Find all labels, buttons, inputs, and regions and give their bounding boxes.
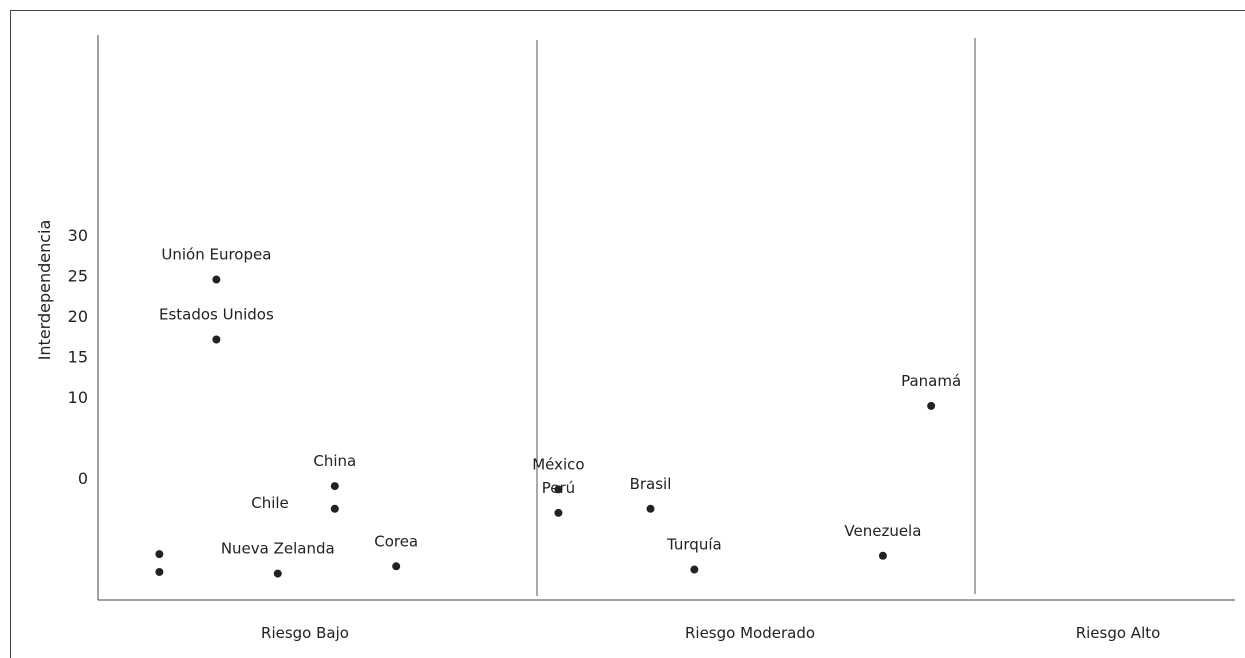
- category-label: Riesgo Bajo: [261, 624, 349, 642]
- data-point: [155, 567, 164, 576]
- data-point-label: Perú: [542, 479, 575, 497]
- y-axis-title: Interdependencia: [35, 220, 54, 361]
- data-point-label: México: [532, 455, 584, 473]
- data-point: [392, 562, 401, 571]
- y-tick-labels: 30 25 20 15 10 0: [68, 226, 88, 488]
- data-point-label: Corea: [374, 532, 418, 550]
- category-label: Riesgo Moderado: [685, 624, 815, 642]
- data-point: [646, 504, 655, 513]
- data-point: [273, 569, 282, 578]
- data-point: [330, 482, 339, 491]
- data-point-label: Nueva Zelanda: [221, 540, 335, 558]
- y-tick-label: 30: [68, 226, 88, 245]
- category-label: Riesgo Alto: [1076, 624, 1161, 642]
- y-tick-label: 0: [78, 469, 88, 488]
- y-tick-label: 20: [68, 307, 88, 326]
- chart-frame: [10, 10, 1245, 658]
- data-point: [212, 275, 221, 284]
- y-tick-label: 25: [68, 267, 88, 286]
- data-point: [927, 401, 936, 410]
- data-point-label: Brasil: [630, 475, 672, 493]
- data-point: [878, 551, 887, 560]
- category-labels: Riesgo Bajo Riesgo Moderado Riesgo Alto: [261, 624, 1160, 642]
- data-point-label: Chile: [251, 494, 289, 512]
- data-point: [690, 565, 699, 574]
- data-point: [155, 550, 164, 559]
- data-point-label: Venezuela: [844, 522, 921, 540]
- data-points: Unión Europea Estados Unidos China Chile Cor…: [155, 246, 961, 578]
- data-point-label: Turquía: [666, 536, 722, 554]
- data-point-label: China: [313, 452, 356, 470]
- data-point-label: Panamá: [901, 372, 961, 390]
- data-point: [554, 508, 563, 517]
- data-point: [554, 485, 563, 494]
- data-point: [212, 335, 221, 344]
- data-point: [330, 504, 339, 513]
- y-tick-label: 15: [68, 348, 88, 367]
- data-point-label: Unión Europea: [161, 246, 271, 264]
- y-tick-label: 10: [68, 388, 88, 407]
- data-point-label: Estados Unidos: [159, 305, 274, 323]
